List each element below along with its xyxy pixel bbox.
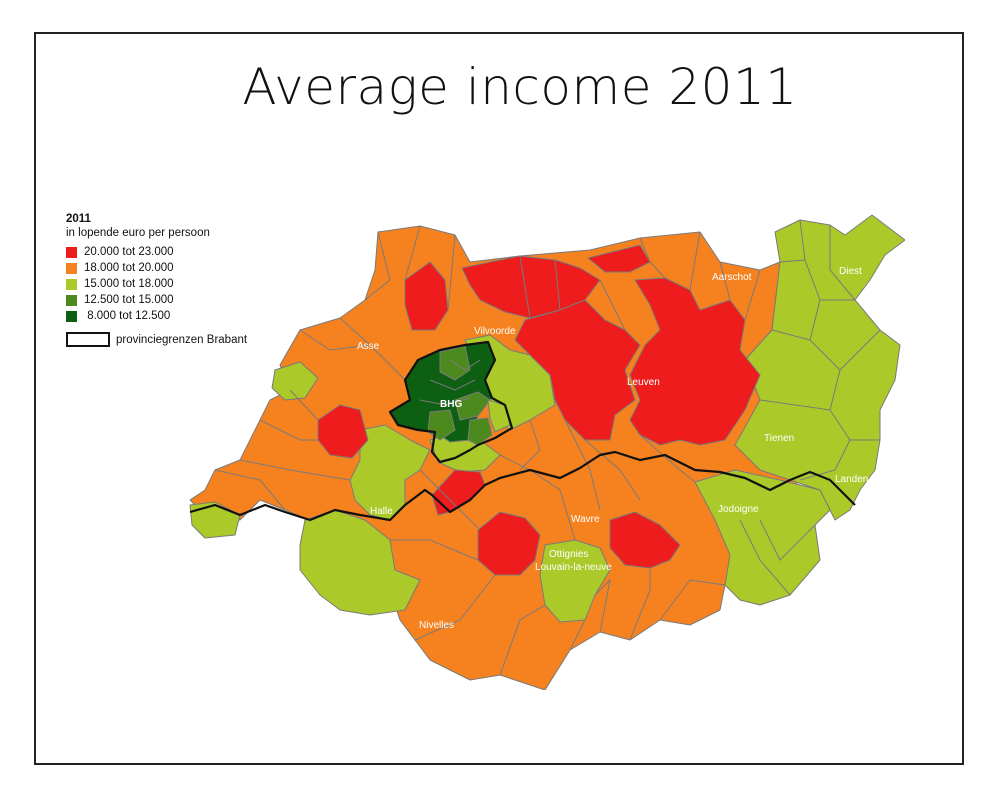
label-vilvoorde: Vilvoorde bbox=[474, 326, 516, 337]
map-svg: Asse Vilvoorde BHG Aarschot Diest Leuven… bbox=[189, 214, 905, 690]
label-aarschot: Aarschot bbox=[712, 272, 752, 283]
legend-swatch bbox=[66, 262, 77, 274]
legend-unit: in lopende euro per persoon bbox=[66, 227, 210, 239]
region-brussels-midgreen-4 bbox=[467, 417, 493, 446]
region-ottignies-lightgreen bbox=[539, 539, 611, 623]
legend-year: 2011 bbox=[66, 213, 91, 225]
region-leuven-red bbox=[514, 299, 641, 441]
label-tienen: Tienen bbox=[764, 433, 794, 444]
region-southwest-lightgreen bbox=[299, 509, 421, 616]
legend-item-class-1: 20.000 tot 23.000 bbox=[66, 244, 247, 260]
municipal-boundaries bbox=[214, 219, 881, 676]
legend-label: 8.000 tot 12.500 bbox=[84, 310, 171, 322]
label-bhg: BHG bbox=[440, 399, 462, 410]
legend-swatch bbox=[66, 310, 77, 322]
region-eastleuven-red bbox=[629, 277, 761, 446]
brussels-region-border bbox=[388, 340, 514, 464]
slide-title: Average income 2011 bbox=[242, 58, 798, 116]
region-west-red bbox=[317, 404, 369, 459]
legend-swatch bbox=[66, 294, 77, 306]
region-grez-red bbox=[609, 511, 681, 569]
legend-label: 12.500 tot 15.000 bbox=[84, 294, 174, 306]
legend-item-boundary: provinciegrenzen Brabant bbox=[66, 332, 247, 347]
legend-item-class-3: 15.000 tot 18.000 bbox=[66, 276, 247, 292]
label-halle: Halle bbox=[370, 506, 393, 517]
region-northwest-red bbox=[404, 261, 449, 331]
boundary-swatch bbox=[66, 332, 110, 347]
label-landen: Landen bbox=[835, 474, 868, 485]
choropleth-map: Asse Vilvoorde BHG Aarschot Diest Leuven… bbox=[185, 210, 905, 690]
label-asse: Asse bbox=[357, 341, 380, 352]
label-wavre: Wavre bbox=[571, 514, 600, 525]
label-jodoigne: Jodoigne bbox=[718, 504, 759, 515]
legend-swatch bbox=[66, 246, 77, 258]
legend-swatch bbox=[66, 278, 77, 290]
label-ottignies: Ottignies bbox=[549, 549, 588, 560]
region-lasne-red bbox=[477, 511, 541, 576]
legend-item-class-4: 12.500 tot 15.000 bbox=[66, 292, 247, 308]
legend-label: 15.000 tot 18.000 bbox=[84, 278, 174, 290]
legend-item-class-5: 8.000 tot 12.500 bbox=[66, 308, 247, 324]
region-brussels-midgreen-2 bbox=[454, 391, 491, 421]
label-louvain-la-neuve: Louvain-la-neuve bbox=[535, 562, 612, 573]
label-nivelles: Nivelles bbox=[419, 620, 454, 631]
legend-label: provinciegrenzen Brabant bbox=[116, 333, 248, 346]
legend-item-class-2: 18.000 tot 20.000 bbox=[66, 260, 247, 276]
legend-label: 20.000 tot 23.000 bbox=[84, 246, 174, 258]
label-leuven: Leuven bbox=[627, 377, 660, 388]
region-northwest-lightgreen bbox=[271, 361, 319, 401]
label-diest: Diest bbox=[839, 266, 862, 277]
legend-label: 18.000 tot 20.000 bbox=[84, 262, 174, 274]
language-border bbox=[189, 450, 856, 522]
map-legend: 2011 in lopende euro per persoon 20.000 … bbox=[66, 212, 247, 347]
